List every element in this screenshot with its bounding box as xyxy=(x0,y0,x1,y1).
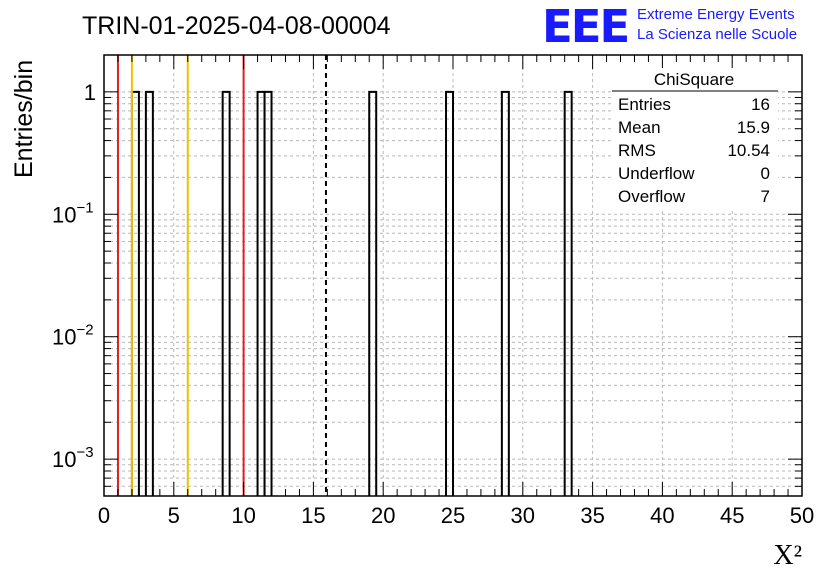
x-tick-label: 25 xyxy=(441,503,465,528)
histogram-bin xyxy=(221,90,231,496)
histogram-bin xyxy=(563,90,573,496)
y-tick-label: 10−3 xyxy=(52,444,94,472)
histogram-bin xyxy=(263,90,273,496)
y-tick-label: 1 xyxy=(84,80,96,105)
stats-box-background xyxy=(612,68,778,210)
stats-underflow-value: 0 xyxy=(761,164,770,183)
stats-entries-label: Entries xyxy=(618,95,671,114)
stats-mean-value: 15.9 xyxy=(737,118,770,137)
histogram-bin xyxy=(368,90,378,496)
stats-rms-label: RMS xyxy=(618,141,656,160)
eee-logo-mark: EEE xyxy=(542,0,628,53)
x-axis-title: X² xyxy=(773,540,802,571)
eee-logo-line1: Extreme Energy Events xyxy=(637,6,795,23)
stats-mean-label: Mean xyxy=(618,118,661,137)
histogram-bin xyxy=(130,90,140,496)
x-tick-label: 50 xyxy=(790,503,814,528)
x-tick-label: 40 xyxy=(650,503,674,528)
eee-logo: EEE Extreme Energy Events La Scienza nel… xyxy=(542,0,797,53)
histogram-bin xyxy=(500,90,510,496)
y-tick-label: 10−1 xyxy=(52,199,94,227)
y-tick-label: 10−2 xyxy=(52,322,94,350)
histogram-bin xyxy=(144,90,154,496)
x-tick-label: 35 xyxy=(580,503,604,528)
x-tick-label: 10 xyxy=(231,503,255,528)
x-tick-label: 5 xyxy=(168,503,180,528)
x-tick-label: 0 xyxy=(98,503,110,528)
stats-underflow-label: Underflow xyxy=(618,164,695,183)
x-tick-label: 45 xyxy=(720,503,744,528)
chart-title: TRIN-01-2025-04-08-00004 xyxy=(82,12,391,40)
x-tick-label: 20 xyxy=(371,503,395,528)
stats-entries-value: 16 xyxy=(751,95,770,114)
stats-overflow-value: 7 xyxy=(761,187,770,206)
eee-logo-line2: La Scienza nelle Scuole xyxy=(637,26,797,43)
stats-box-title: ChiSquare xyxy=(654,70,734,89)
x-tick-label: 30 xyxy=(511,503,535,528)
stats-rms-value: 10.54 xyxy=(727,141,770,160)
histogram-bin xyxy=(445,90,454,496)
stats-overflow-label: Overflow xyxy=(618,187,686,206)
x-tick-label: 15 xyxy=(301,503,325,528)
stats-box: ChiSquare Entries 16 Mean 15.9 RMS 10.54… xyxy=(612,68,778,210)
histogram-bin xyxy=(256,90,266,496)
y-axis-title: Entries/bin xyxy=(10,60,38,178)
